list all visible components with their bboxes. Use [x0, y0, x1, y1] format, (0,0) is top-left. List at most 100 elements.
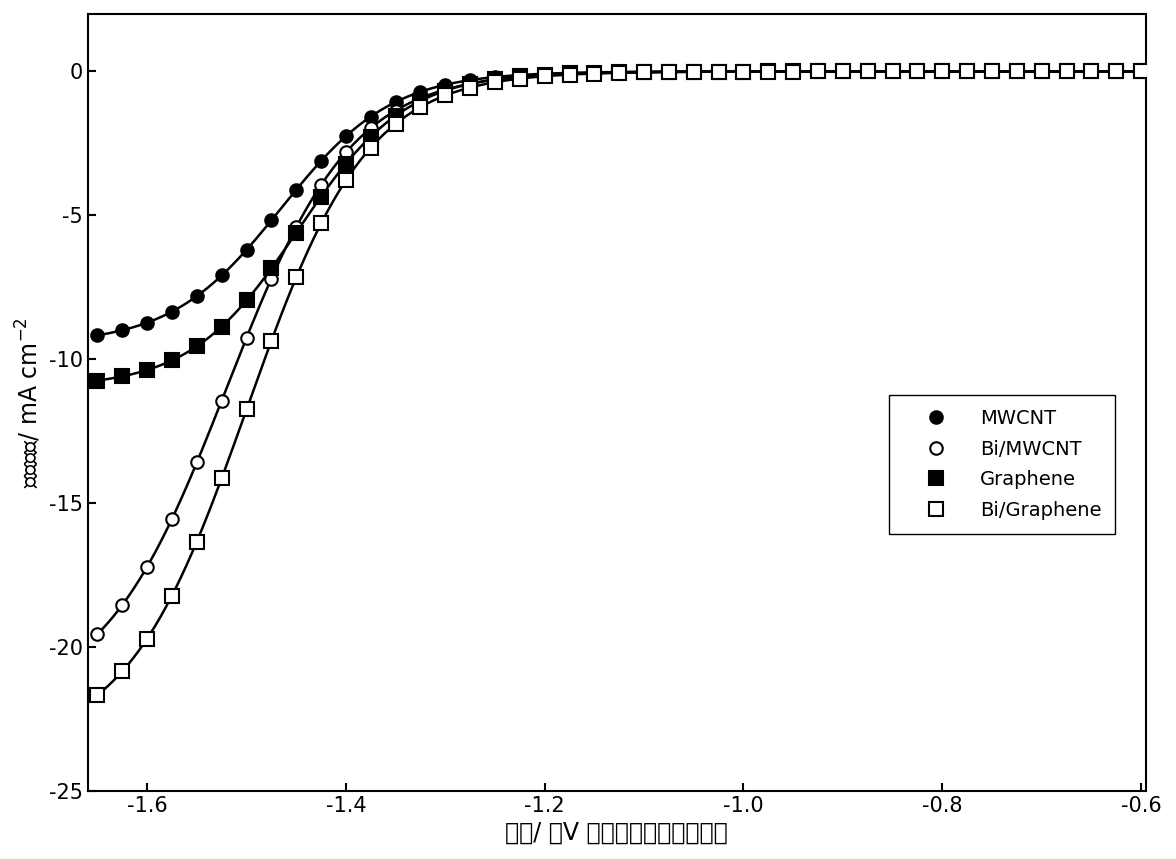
Bi/Graphene [687, 67, 701, 77]
MWCNT [811, 66, 826, 76]
Bi/MWCNT [91, 629, 105, 639]
Bi/MWCNT [439, 84, 453, 94]
Bi/MWCNT [1134, 66, 1148, 76]
MWCNT [1134, 66, 1148, 76]
Bi/Graphene [736, 66, 750, 76]
Bi/Graphene [289, 272, 303, 283]
Bi/MWCNT [886, 66, 900, 76]
Graphene [140, 365, 154, 375]
Graphene [339, 159, 353, 169]
Bi/MWCNT [363, 123, 377, 133]
Bi/MWCNT [711, 66, 726, 76]
Bi/Graphene [587, 69, 601, 79]
Graphene [562, 69, 576, 79]
Bi/Graphene [439, 90, 453, 101]
Bi/MWCNT [414, 93, 428, 103]
MWCNT [289, 185, 303, 195]
Bi/MWCNT [189, 457, 203, 467]
Bi/MWCNT [562, 69, 576, 79]
Bi/Graphene [388, 119, 402, 129]
Bi/Graphene [786, 66, 800, 76]
MWCNT [314, 155, 328, 166]
Bi/MWCNT [836, 66, 850, 76]
MWCNT [414, 87, 428, 97]
Graphene [910, 66, 924, 76]
MWCNT [910, 66, 924, 76]
Graphene [363, 131, 377, 142]
Bi/MWCNT [1035, 66, 1049, 76]
Bi/MWCNT [935, 66, 949, 76]
Bi/MWCNT [1010, 66, 1024, 76]
Graphene [215, 321, 229, 332]
Graphene [463, 79, 477, 89]
Graphene [1035, 66, 1049, 76]
MWCNT [91, 330, 105, 340]
MWCNT [537, 69, 552, 79]
MWCNT [786, 66, 800, 76]
MWCNT [1010, 66, 1024, 76]
Graphene [1010, 66, 1024, 76]
Bi/MWCNT [165, 514, 179, 524]
Bi/MWCNT [637, 67, 652, 77]
Graphene [289, 228, 303, 238]
Graphene [537, 70, 552, 80]
Bi/Graphene [910, 66, 924, 76]
Bi/Graphene [886, 66, 900, 76]
MWCNT [215, 271, 229, 281]
Line: Graphene: Graphene [91, 64, 1148, 387]
Bi/MWCNT [537, 70, 552, 81]
MWCNT [935, 66, 949, 76]
Graphene [439, 86, 453, 96]
Bi/Graphene [985, 66, 1000, 76]
Bi/MWCNT [761, 66, 775, 76]
MWCNT [985, 66, 1000, 76]
Bi/Graphene [613, 68, 627, 78]
Graphene [265, 263, 279, 273]
Y-axis label: 电流密度/ mA cm$^{-2}$: 电流密度/ mA cm$^{-2}$ [14, 317, 44, 488]
MWCNT [339, 131, 353, 142]
MWCNT [886, 66, 900, 76]
MWCNT [637, 67, 652, 77]
Line: Bi/MWCNT: Bi/MWCNT [92, 65, 1148, 640]
Graphene [637, 67, 652, 77]
Bi/Graphene [1109, 66, 1123, 76]
Bi/Graphene [1084, 66, 1098, 76]
Graphene [960, 66, 974, 76]
Bi/Graphene [811, 66, 826, 76]
Graphene [165, 355, 179, 365]
MWCNT [836, 66, 850, 76]
Graphene [935, 66, 949, 76]
Graphene [886, 66, 900, 76]
X-axis label: 电位/ （V 相对于饱和甘汞电极）: 电位/ （V 相对于饱和甘汞电极） [506, 821, 728, 845]
MWCNT [761, 66, 775, 76]
Graphene [736, 66, 750, 76]
Bi/MWCNT [587, 68, 601, 78]
MWCNT [960, 66, 974, 76]
Line: Bi/Graphene: Bi/Graphene [91, 64, 1148, 702]
Graphene [587, 68, 601, 78]
Bi/MWCNT [463, 78, 477, 88]
MWCNT [165, 307, 179, 317]
Bi/MWCNT [613, 67, 627, 77]
Bi/Graphene [115, 666, 129, 676]
Graphene [836, 66, 850, 76]
Graphene [314, 192, 328, 202]
Graphene [811, 66, 826, 76]
Bi/Graphene [1134, 66, 1148, 76]
Bi/MWCNT [388, 106, 402, 116]
Bi/Graphene [1035, 66, 1049, 76]
Bi/MWCNT [140, 562, 154, 572]
Graphene [662, 67, 676, 77]
Bi/MWCNT [811, 66, 826, 76]
Bi/Graphene [761, 66, 775, 76]
Graphene [115, 371, 129, 381]
Graphene [1060, 66, 1074, 76]
Bi/Graphene [363, 143, 377, 153]
Graphene [414, 95, 428, 106]
Bi/MWCNT [736, 66, 750, 76]
MWCNT [1035, 66, 1049, 76]
MWCNT [388, 97, 402, 107]
MWCNT [587, 67, 601, 77]
Bi/MWCNT [240, 332, 254, 343]
MWCNT [861, 66, 875, 76]
